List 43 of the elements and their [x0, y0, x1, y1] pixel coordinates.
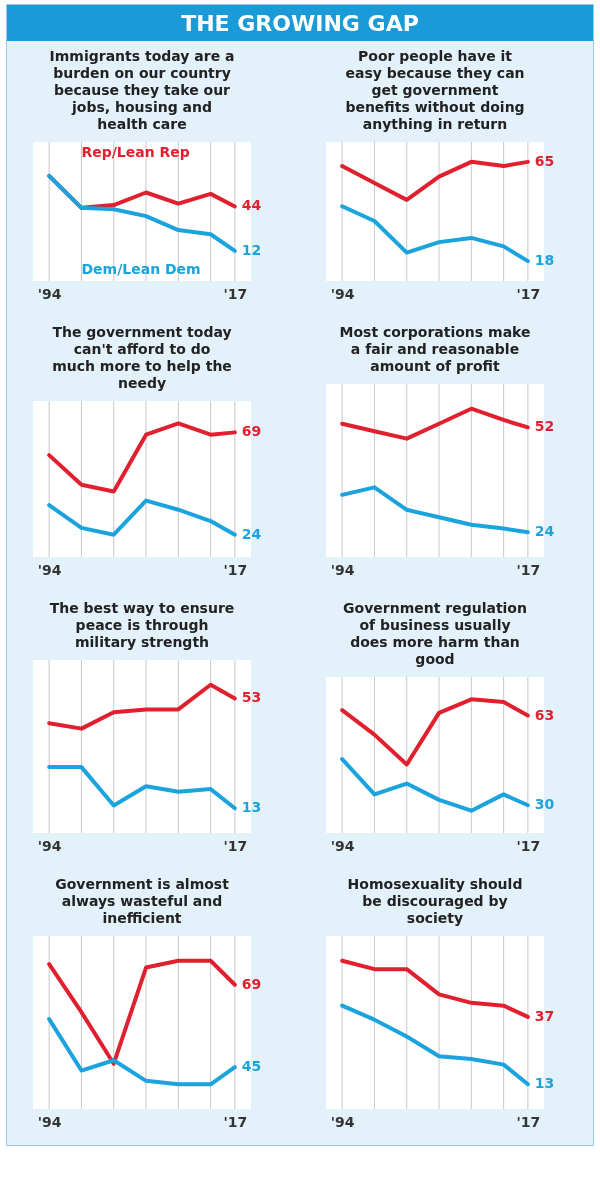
x-tick-label: '17 — [516, 285, 541, 302]
chart-title: The best way to ensure peace is through military strength — [49, 599, 235, 650]
chart-title: The government today can't afford to do much more to help the needy — [52, 323, 232, 391]
chart-title: Government is almost always wasteful and inefficient — [55, 875, 230, 926]
data-label: 13 — [534, 1075, 555, 1092]
data-label: 24 — [534, 523, 555, 540]
data-label: 30 — [534, 796, 555, 813]
x-tick-label: '94 — [330, 285, 355, 302]
series-label: Dem/Lean Dem — [81, 260, 201, 277]
data-label: 63 — [534, 706, 555, 723]
text: THE GROWING GAP — [181, 11, 419, 36]
x-tick-label: '94 — [330, 837, 355, 854]
x-tick-label: '17 — [516, 837, 541, 854]
chart-title: Immigrants today are a burden on our country because they take our jobs, housing and health care — [49, 47, 235, 132]
x-tick-label: '94 — [330, 561, 355, 578]
data-label: 69 — [241, 975, 262, 992]
data-label: 13 — [241, 799, 262, 816]
x-tick-label: '17 — [516, 1113, 541, 1130]
x-tick-label: '17 — [516, 561, 541, 578]
x-tick-label: '17 — [223, 1113, 248, 1130]
x-tick-label: '94 — [37, 561, 62, 578]
text: Rep/Lean Rep — [81, 144, 190, 161]
data-label: 37 — [534, 1007, 555, 1024]
x-tick-label: '94 — [330, 1113, 355, 1130]
data-label: 52 — [534, 418, 555, 435]
data-label: 44 — [241, 197, 262, 214]
data-label: 45 — [241, 1058, 262, 1075]
x-tick-label: '94 — [37, 837, 62, 854]
data-label: 18 — [534, 252, 555, 269]
chart-title: Government regulation of business usually does more harm than good — [343, 599, 527, 667]
x-tick-label: '17 — [223, 561, 248, 578]
chart-title: Homosexuality should be discouraged by society — [347, 875, 523, 926]
x-tick-label: '17 — [223, 837, 248, 854]
x-tick-label: '94 — [37, 285, 62, 302]
x-tick-label: '94 — [37, 1113, 62, 1130]
data-label: 53 — [241, 689, 262, 706]
chart-title: Most corporations make a fair and reasonable amount of profit — [339, 323, 531, 374]
data-label: 65 — [534, 152, 555, 169]
data-label: 12 — [241, 241, 262, 258]
data-label: 69 — [241, 423, 262, 440]
x-tick-label: '17 — [223, 285, 248, 302]
chart-title: Poor people have it easy because they can get government benefits without doing anything in return — [345, 47, 525, 132]
data-label: 24 — [241, 525, 262, 542]
